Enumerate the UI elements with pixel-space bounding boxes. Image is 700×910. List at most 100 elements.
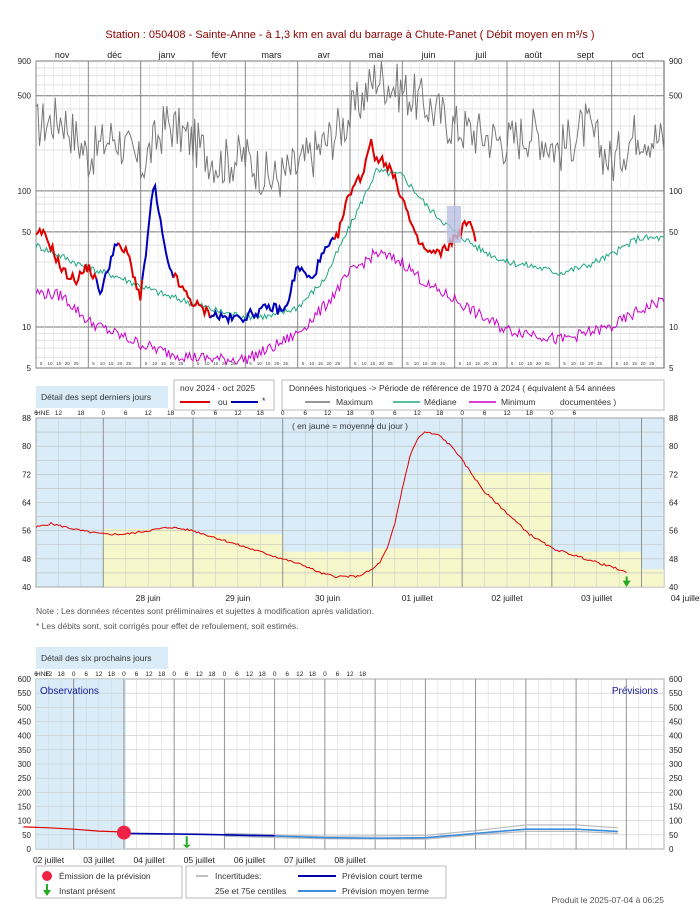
y-tick-label-right: 10	[669, 323, 678, 332]
hour-tick-label: 18	[167, 410, 175, 417]
seven-days-y-label-left: 40	[22, 583, 31, 592]
daily-mean-bar	[641, 569, 664, 587]
six-days-y-label-left: 0	[27, 845, 32, 854]
month-label: juil	[474, 50, 486, 60]
day-tick-label: 15	[213, 361, 219, 366]
six-days-y-label-left: 400	[18, 732, 32, 741]
six-days-y-label-right: 450	[669, 718, 683, 727]
six-days-y-label-right: 550	[669, 689, 683, 698]
six-days-hour-label: 6	[235, 671, 239, 678]
hour-tick-label: 12	[503, 410, 511, 417]
six-days-timezone-label: HNE	[36, 671, 50, 678]
month-label: sept	[577, 50, 595, 60]
short-term-forecast-line	[123, 832, 275, 837]
six-days-hour-label: 18	[258, 671, 266, 678]
day-tick-label: 20	[379, 361, 385, 366]
six-days-hour-label: 18	[158, 671, 166, 678]
six-days-y-label-right: 500	[669, 703, 683, 712]
day-tick-label: 25	[74, 361, 80, 366]
uncertainty-legend-box	[185, 865, 447, 899]
previsions-label: Prévisions	[612, 686, 658, 697]
current-year-flow-line	[172, 271, 211, 319]
seven-days-y-label-left: 72	[22, 470, 31, 479]
day-tick-label: 10	[257, 361, 263, 366]
day-tick-label: 20	[588, 361, 594, 366]
day-tick-label: 5	[563, 361, 566, 366]
day-tick-label: 25	[178, 361, 184, 366]
short-term-legend-label: Prévision court terme	[342, 871, 423, 881]
day-tick-label: 10	[309, 361, 315, 366]
six-days-hour-label: 12	[346, 671, 354, 678]
seven-days-day-label: 04 juillet	[671, 593, 700, 603]
seven-days-y-label-left: 64	[22, 499, 31, 508]
six-days-hour-label: 6	[336, 671, 340, 678]
day-tick-label: 20	[641, 361, 647, 366]
six-days-day-label: 07 juillet	[284, 855, 316, 865]
six-days-hour-label: 6	[84, 671, 88, 678]
seven-days-y-label-right: 56	[669, 527, 678, 536]
minimum-legend-label: Minimum	[501, 397, 535, 407]
y-tick-label-left: 5	[27, 364, 32, 373]
day-tick-label: 25	[231, 361, 237, 366]
day-tick-label: 15	[318, 361, 324, 366]
hour-tick-label: 12	[414, 410, 422, 417]
y-tick-label-right: 50	[669, 228, 678, 237]
day-tick-label: 5	[197, 361, 200, 366]
six-days-y-label-right: 50	[669, 831, 678, 840]
y-tick-label-left: 900	[18, 57, 32, 66]
day-tick-label: 20	[327, 361, 333, 366]
day-tick-label: 25	[597, 361, 603, 366]
seven-days-day-label: 29 juin	[225, 593, 250, 603]
six-days-hour-label: 18	[359, 671, 367, 678]
seven-days-y-label-right: 80	[669, 442, 678, 451]
annual-series	[35, 61, 665, 367]
seven-days-section-box	[36, 386, 168, 408]
maximum-legend-label: Maximum	[336, 397, 373, 407]
six-days-hour-label: 18	[309, 671, 317, 678]
six-days-hour-label: 0	[223, 671, 227, 678]
y-tick-label-left: 50	[22, 228, 31, 237]
six-days-y-label-left: 600	[18, 675, 32, 684]
hour-tick-label: 6	[393, 410, 397, 417]
y-tick-label-right: 5	[669, 364, 674, 373]
six-days-y-label-right: 600	[669, 675, 683, 684]
day-tick-label: 15	[161, 361, 167, 366]
hour-tick-label: 0	[460, 410, 464, 417]
month-label: avr	[318, 50, 331, 60]
six-days-y-label-left: 250	[18, 774, 32, 783]
current-year-period-label: nov 2024 - oct 2025	[180, 383, 255, 393]
day-tick-label: 15	[56, 361, 62, 366]
six-days-hour-label: 6	[285, 671, 289, 678]
seven-days-day-label: 30 juin	[315, 593, 340, 603]
day-tick-label: 5	[40, 361, 43, 366]
seven-days-y-label-left: 56	[22, 527, 31, 536]
day-tick-label: 10	[361, 361, 367, 366]
six-days-y-label-left: 150	[18, 803, 32, 812]
hour-tick-label: 6	[303, 410, 307, 417]
historic-period-label: Données historiques -> Période de référe…	[289, 383, 615, 393]
observed-flow-line	[23, 826, 124, 833]
six-days-y-label-left: 100	[18, 817, 32, 826]
series-minimum-line	[35, 247, 665, 367]
six-days-hour-label: 0	[323, 671, 327, 678]
day-tick-label: 25	[649, 361, 655, 366]
hour-tick-label: 12	[55, 410, 63, 417]
six-days-y-label-left: 450	[18, 718, 32, 727]
six-days-hour-label: 18	[58, 671, 66, 678]
month-label: nov	[55, 50, 70, 60]
six-days-hour-label: 0	[72, 671, 76, 678]
six-days-series	[23, 824, 618, 849]
day-tick-label: 10	[466, 361, 472, 366]
day-tick-label: 5	[616, 361, 619, 366]
hour-tick-label: 18	[436, 410, 444, 417]
six-days-chart: 6 12 18 0 6 12 18 0 6 12 18 0 6 12 18 0 6 12 18 0 6 12 18 0 6 12 1…	[18, 671, 683, 865]
ou-label: ou	[218, 397, 228, 407]
annual-chart: nov déc janv févr mars avr mai juin juil août sept…	[18, 50, 683, 373]
six-days-y-label-left: 50	[22, 831, 31, 840]
seven-days-y-label-left: 88	[22, 414, 31, 423]
six-days-y-label-right: 300	[669, 760, 683, 769]
six-days-day-label: 05 juillet	[184, 855, 216, 865]
medium-term-forecast-line	[224, 828, 618, 840]
six-days-y-label-right: 350	[669, 746, 683, 755]
